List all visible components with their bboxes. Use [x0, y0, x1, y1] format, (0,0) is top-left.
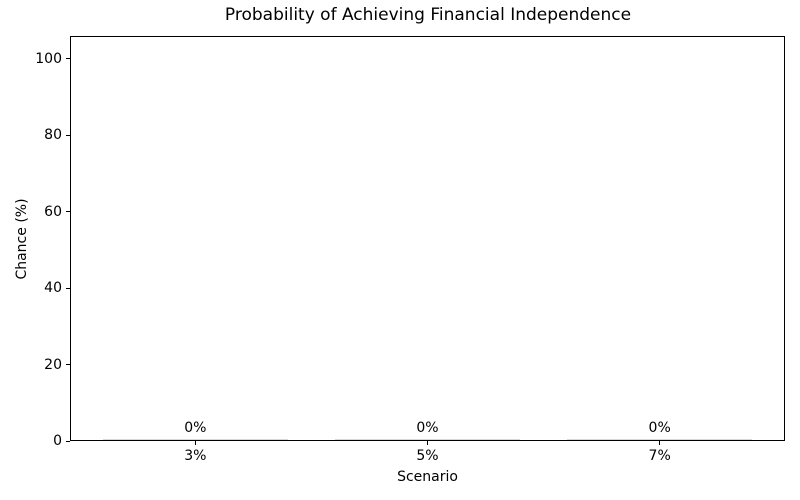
y-tick-mark: [66, 58, 70, 60]
x-tick-label: 5%: [416, 448, 439, 464]
y-tick-label: 100: [35, 50, 62, 67]
x-tick-label: 3%: [184, 448, 207, 464]
chart-title: Probability of Achieving Financial Indep…: [224, 5, 632, 25]
bar-value-label: 0%: [648, 419, 671, 436]
x-tick-mark: [194, 441, 196, 445]
bar: [566, 438, 753, 440]
plot-area: [70, 36, 785, 441]
y-tick-mark: [66, 134, 70, 136]
y-axis-label: Chance (%): [14, 198, 30, 280]
y-tick-label: 60: [44, 203, 62, 220]
bar: [334, 438, 521, 440]
bar-value-label: 0%: [416, 419, 439, 436]
bar: [102, 438, 289, 440]
x-axis-label: Scenario: [397, 469, 458, 485]
y-tick-mark: [66, 440, 70, 442]
x-tick-mark: [427, 441, 428, 445]
y-tick-mark: [66, 211, 70, 213]
bar-value-label: 0%: [184, 419, 207, 436]
y-tick-label: 40: [44, 280, 62, 297]
y-tick-label: 20: [44, 356, 62, 373]
y-tick-mark: [66, 287, 70, 289]
x-tick-mark: [659, 441, 661, 445]
y-tick-label: 0: [53, 433, 62, 449]
x-tick-label: 7%: [648, 448, 671, 464]
y-tick-label: 80: [44, 127, 62, 144]
y-tick-mark: [66, 364, 70, 366]
